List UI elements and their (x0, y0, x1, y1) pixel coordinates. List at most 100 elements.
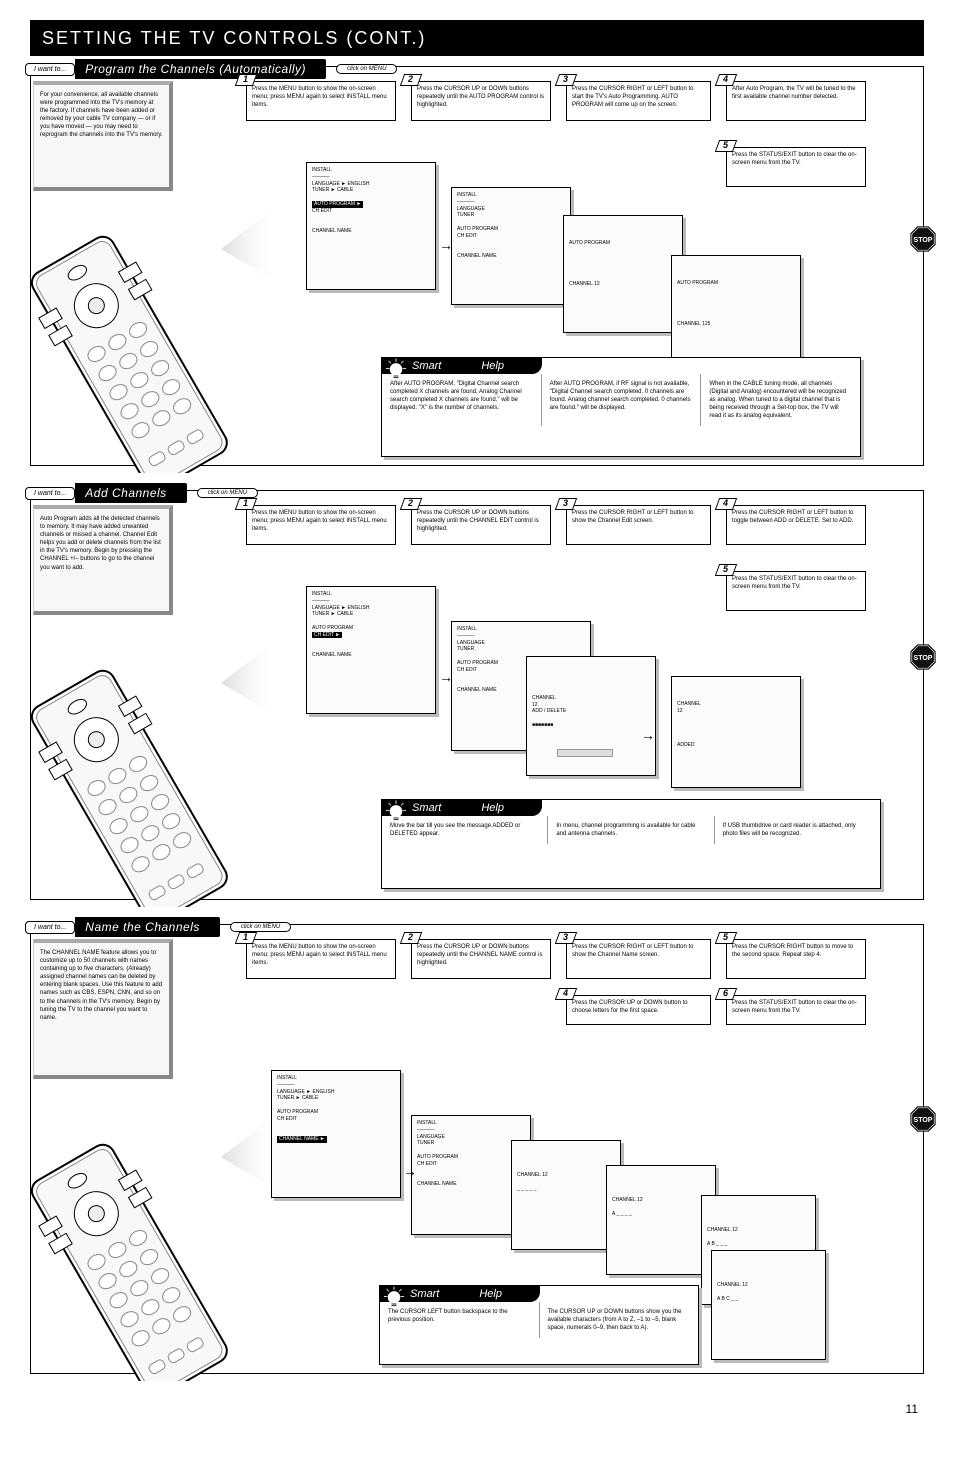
step-text: Press the MENU button to show the on-scr… (252, 944, 390, 967)
section-tab: I want to... (25, 921, 75, 934)
step-number: 1 (243, 498, 248, 510)
step-number: 6 (723, 988, 728, 1000)
step-number: 1 (243, 932, 248, 944)
step-text: Press the CURSOR UP or DOWN buttons repe… (417, 86, 545, 109)
section-1: I want to... Add Channels click on MENUA… (30, 490, 924, 900)
step-box-5: 5Press the STATUS/EXIT button to clear t… (726, 571, 866, 611)
menu-screen-2: CHANNEL 12 _ _ _ _ _ (511, 1140, 621, 1250)
step-number: 4 (723, 74, 728, 86)
step-number: 5 (723, 932, 728, 944)
step-box-3: 3Press the CURSOR RIGHT or LEFT button t… (566, 505, 711, 545)
section-0: I want to... Program the Channels (Autom… (30, 66, 924, 466)
step-text: Press the STATUS/EXIT button to clear th… (732, 576, 860, 592)
step-box-4: 4Press the CURSOR RIGHT or LEFT button t… (726, 505, 866, 545)
section-title: Name the Channels (75, 917, 220, 937)
step-text: Press the CURSOR RIGHT or LEFT button to… (572, 944, 705, 960)
menu-screen-3: CHANNEL 12 A _ _ _ _ (606, 1165, 716, 1275)
menu-screen-3: AUTO PROGRAM CHANNEL 125 (671, 255, 801, 367)
step-number: 3 (563, 932, 568, 944)
smart-help-title: Smart (412, 360, 441, 372)
step-text: Press the CURSOR RIGHT or LEFT button to… (572, 510, 705, 526)
smart-help-col: The CURSOR UP or DOWN buttons show you t… (540, 1302, 699, 1338)
step-box-3: 3Press the CURSOR RIGHT or LEFT button t… (566, 81, 711, 121)
smart-help-col: When in the CABLE tuning mode, all chann… (701, 374, 860, 426)
step-box-1: 1Press the MENU button to show the on-sc… (246, 505, 396, 545)
step-number: 4 (563, 988, 568, 1000)
remote-illustration (21, 193, 281, 473)
section-action-hint: click on MENU (336, 64, 397, 74)
step-text: Press the CURSOR UP or DOWN button to ch… (572, 1000, 705, 1016)
step-box-2: 2Press the CURSOR UP or DOWN buttons rep… (411, 939, 551, 979)
stop-icon: STOP (909, 1105, 937, 1133)
step-number: 2 (408, 498, 413, 510)
section-tab: I want to... (25, 63, 75, 76)
step-text: Press the STATUS/EXIT button to clear th… (732, 152, 860, 168)
step-text: Press the CURSOR UP or DOWN buttons repe… (417, 510, 545, 533)
step-text: Press the STATUS/EXIT button to clear th… (732, 1000, 860, 1016)
arrow-icon: → (439, 669, 453, 685)
menu-screen-0: INSTALL─────LANGUAGE ► ENGLISHTUNER ► CA… (306, 162, 436, 290)
step-text: Press the MENU button to show the on-scr… (252, 86, 390, 109)
remote-illustration (21, 1101, 281, 1381)
step-text: Press the CURSOR RIGHT button to move to… (732, 944, 860, 960)
remote-control-art (21, 193, 281, 475)
arrow-icon: → (403, 1163, 417, 1179)
step-text: Press the CURSOR RIGHT or LEFT button to… (732, 510, 860, 526)
step-box-1: 1Press the MENU button to show the on-sc… (246, 939, 396, 979)
section-tab: I want to... (25, 487, 75, 500)
step-number: 2 (408, 932, 413, 944)
smart-help-title: Smart (410, 1288, 439, 1300)
step-number: 2 (408, 74, 413, 86)
svg-text:STOP: STOP (914, 1117, 933, 1124)
step-number: 5 (723, 140, 728, 152)
smart-help-title: Smart (412, 802, 441, 814)
menu-screen-1: INSTALL─────LANGUAGETUNER AUTO PROGRAMCH… (451, 187, 571, 305)
step-text: After Auto Program, the TV will be tuned… (732, 86, 860, 102)
smart-help-box: SmartHelpAfter AUTO PROGRAM, "Digital Ch… (381, 357, 861, 457)
section-action-hint: click on MENU (230, 922, 291, 932)
stop-icon: STOP (909, 643, 937, 671)
menu-screen-0: INSTALL─────LANGUAGE ► ENGLISHTUNER ► CA… (271, 1070, 401, 1198)
smart-help-box: SmartHelpThe CURSOR LEFT button backspac… (379, 1285, 699, 1365)
arrow-icon: → (439, 237, 453, 253)
step-box-3: 3Press the CURSOR RIGHT or LEFT button t… (566, 939, 711, 979)
lightbulb-icon (386, 358, 406, 384)
step-text: Press the CURSOR RIGHT or LEFT button to… (572, 86, 705, 109)
step-box-4: 4After Auto Program, the TV will be tune… (726, 81, 866, 121)
step-number: 4 (723, 498, 728, 510)
stop-icon: STOP (909, 225, 937, 253)
svg-text:STOP: STOP (914, 237, 933, 244)
remote-control-art (21, 1101, 281, 1383)
step-number: 3 (563, 74, 568, 86)
menu-screen-0: INSTALL─────LANGUAGE ► ENGLISHTUNER ► CA… (306, 586, 436, 714)
smart-help-col: In menu, channel programming is availabl… (548, 816, 714, 844)
section-action-hint: click on MENU (197, 488, 258, 498)
step-box-5: 5Press the STATUS/EXIT button to clear t… (726, 147, 866, 187)
menu-screen-3: CHANNEL 12 ADDED (671, 676, 801, 788)
smart-help-box: SmartHelpMove the bar till you see the m… (381, 799, 881, 889)
menu-screen-2: CHANNEL 12ADD / DELETE ■■■■■■■ (526, 656, 656, 776)
intro-box: The CHANNEL NAME feature allows you to c… (33, 939, 173, 1079)
page-number: 11 (906, 1402, 918, 1416)
step-number: 5 (723, 564, 728, 576)
step-text: Press the MENU button to show the on-scr… (252, 510, 390, 533)
svg-text:STOP: STOP (914, 655, 933, 662)
intro-box: For your convenience, all available chan… (33, 81, 173, 191)
remote-illustration (21, 627, 281, 907)
step-number: 1 (243, 74, 248, 86)
step-text: Press the CURSOR UP or DOWN buttons repe… (417, 944, 545, 967)
lightbulb-icon (386, 800, 406, 826)
smart-help-col: If USB thumbdrive or card reader is atta… (715, 816, 880, 844)
section-title: Program the Channels (Automatically) (75, 59, 326, 79)
menu-screen-5: CHANNEL 12 A B C _ _ (711, 1250, 826, 1360)
remote-control-art (21, 627, 281, 909)
lightbulb-icon (384, 1286, 404, 1312)
step-box-2: 2Press the CURSOR UP or DOWN buttons rep… (411, 505, 551, 545)
smart-help-col: Move the bar till you see the message AD… (382, 816, 548, 844)
arrow-icon: → (641, 727, 655, 743)
section-2: I want to... Name the Channels click on … (30, 924, 924, 1374)
smart-help-col: After AUTO PROGRAM, if RF signal is not … (542, 374, 702, 426)
page-title: SETTING THE TV CONTROLS (CONT.) (42, 28, 426, 49)
step-box-1: 1Press the MENU button to show the on-sc… (246, 81, 396, 121)
section-title: Add Channels (75, 483, 186, 503)
